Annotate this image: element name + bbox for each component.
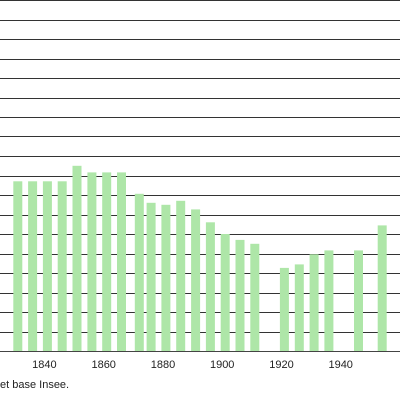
x-tick-label-1840: 1840 (32, 359, 56, 371)
x-tick-label-1940: 1940 (328, 359, 352, 371)
bar-1881 (161, 204, 171, 352)
bar-1831 (13, 181, 23, 351)
bar-1926 (294, 264, 304, 351)
bar-1841 (42, 181, 52, 351)
bar-1954 (377, 225, 387, 351)
bar-1856 (87, 172, 97, 351)
x-tick-label-1920: 1920 (269, 359, 293, 371)
bar-1872 (134, 193, 144, 351)
bar-1936 (324, 250, 334, 351)
bar-1846 (57, 181, 67, 351)
bar-1891 (191, 209, 201, 351)
bar-1886 (176, 200, 186, 351)
bar-1931 (309, 254, 319, 351)
bar-1836 (28, 181, 38, 351)
x-tick-label-1860: 1860 (91, 359, 115, 371)
bar-1861 (102, 172, 112, 351)
bar-1946 (354, 250, 363, 351)
bar-1866 (117, 172, 126, 351)
bars (13, 165, 387, 352)
x-tick-label-1880: 1880 (151, 359, 175, 371)
bar-1851 (72, 165, 82, 352)
x-tick-label-1900: 1900 (210, 359, 234, 371)
x-tick-labels: 1840 1860 1880 1900 1920 1940 (32, 359, 353, 371)
bar-1921 (279, 267, 289, 351)
bar-1906 (235, 239, 245, 351)
bar-1896 (205, 222, 215, 351)
bar-1876 (146, 202, 156, 351)
bar-1901 (220, 234, 230, 351)
bar-1911 (250, 243, 260, 352)
source-note: et base Insee. (0, 379, 70, 391)
